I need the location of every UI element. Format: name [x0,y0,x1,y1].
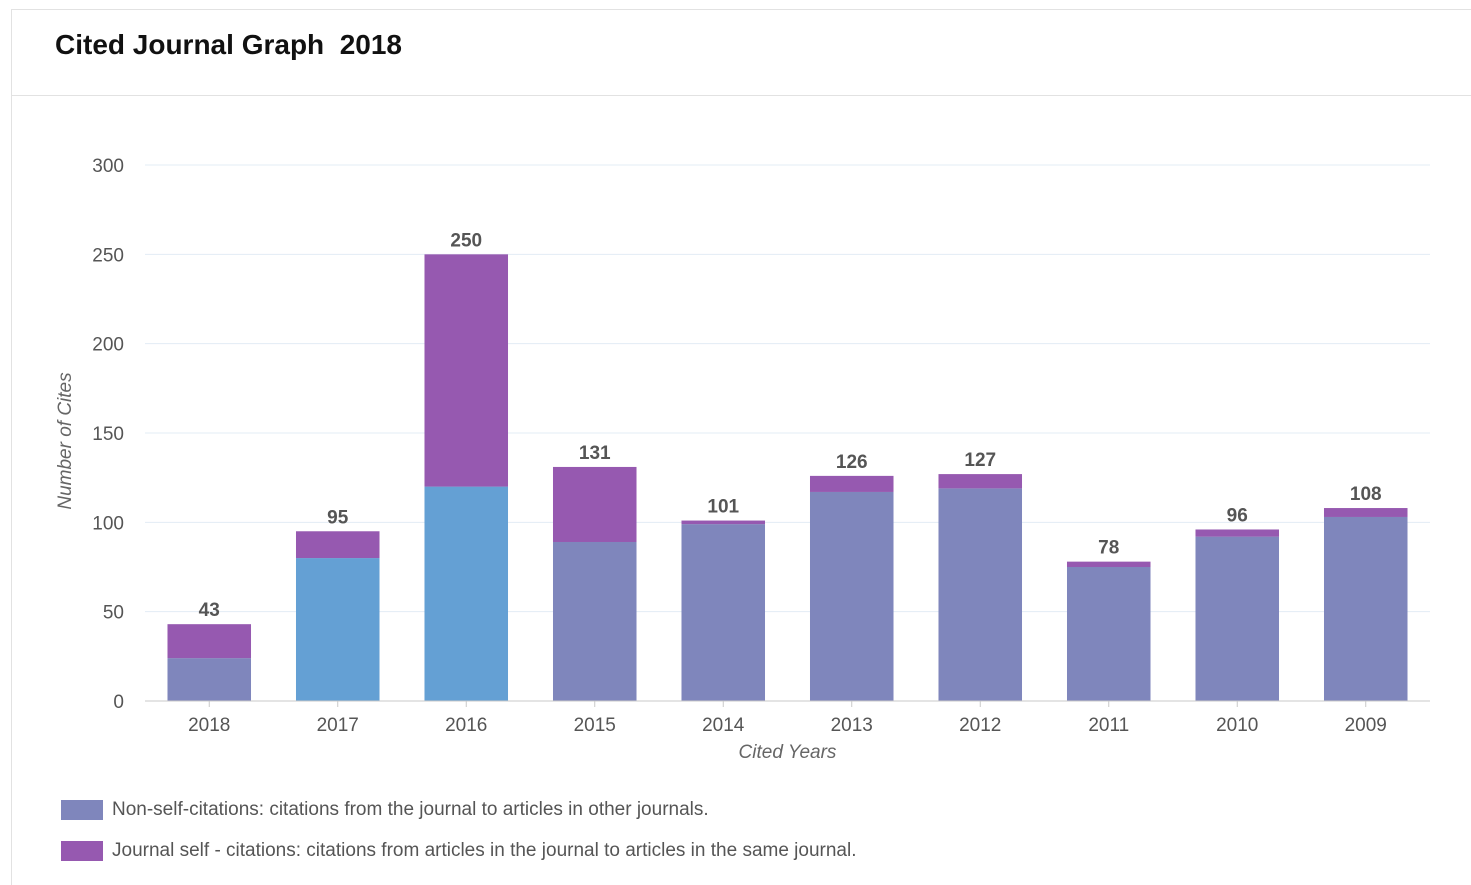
data-label: 126 [836,452,868,473]
x-tick-label: 2013 [831,715,873,736]
bar-non-self-2010[interactable] [1195,536,1280,701]
data-label: 250 [450,230,482,251]
bar-self-2012[interactable] [938,474,1023,489]
x-tick-label: 2016 [445,715,487,736]
data-label: 131 [579,443,611,464]
data-labels: 43 95 250 131 101 126 127 78 96 108 [199,230,1382,621]
bar-self-2014[interactable] [681,520,766,525]
bar-self-2013[interactable] [809,475,894,492]
y-axis-ticks: 0 50 100 150 200 250 300 [92,156,124,713]
bar-non-self-2014[interactable] [681,524,766,701]
x-tick-label: 2011 [1088,715,1129,736]
bar-non-self-2017[interactable] [295,558,380,701]
data-label: 101 [707,497,739,518]
chart-title: Cited Journal Graph 2018 [55,29,402,60]
bar-self-2009[interactable] [1323,508,1408,517]
bar-self-2010[interactable] [1195,529,1280,537]
bar-non-self-2018[interactable] [167,658,252,701]
x-axis: 2018 2017 2016 2015 2014 2013 2012 2011 2010 2009 [145,700,1430,736]
bar-non-self-2009[interactable] [1323,516,1408,701]
y-axis-title: Number of Cites [55,372,76,510]
x-tick-label: 2014 [702,715,745,736]
x-tick-label: 2015 [574,715,616,736]
y-tick-label: 50 [103,603,124,624]
chart-panel: Cited Journal Graph 2018 [11,9,1471,885]
bars [167,254,1408,701]
y-tick-label: 0 [113,692,124,713]
x-tick-label: 2017 [317,715,359,736]
legend-label-non-self: Non-self-citations: citations from the j… [112,799,709,820]
x-axis-title: Cited Years [739,742,837,763]
data-label: 127 [964,450,996,471]
data-label: 43 [199,600,220,621]
y-tick-label: 100 [92,513,124,534]
legend-swatch-non-self [61,800,103,820]
bar-non-self-2012[interactable] [938,488,1023,701]
bar-non-self-2015[interactable] [552,541,637,701]
bar-self-2016[interactable] [424,254,509,487]
bar-non-self-2011[interactable] [1066,567,1151,701]
bar-non-self-2013[interactable] [809,491,894,701]
data-label: 95 [327,507,349,528]
bar-self-2015[interactable] [552,466,637,542]
y-tick-label: 150 [92,424,124,445]
bar-self-2017[interactable] [295,531,380,559]
y-tick-label: 300 [92,156,124,177]
y-tick-label: 200 [92,335,124,356]
legend-label-self: Journal self - citations: citations from… [112,840,857,861]
y-tick-label: 250 [92,245,124,266]
data-label: 78 [1098,538,1119,559]
bar-self-2018[interactable] [167,624,252,659]
bar-self-2011[interactable] [1066,561,1151,567]
bar-non-self-2016[interactable] [424,486,509,701]
x-tick-label: 2012 [959,715,1001,736]
data-label: 96 [1227,505,1248,526]
data-label: 108 [1350,484,1382,505]
x-tick-label: 2018 [188,715,230,736]
legend-swatch-self [61,841,103,861]
panel-header: Cited Journal Graph 2018 [12,10,1471,96]
x-tick-label: 2009 [1345,715,1387,736]
x-tick-label: 2010 [1216,715,1258,736]
